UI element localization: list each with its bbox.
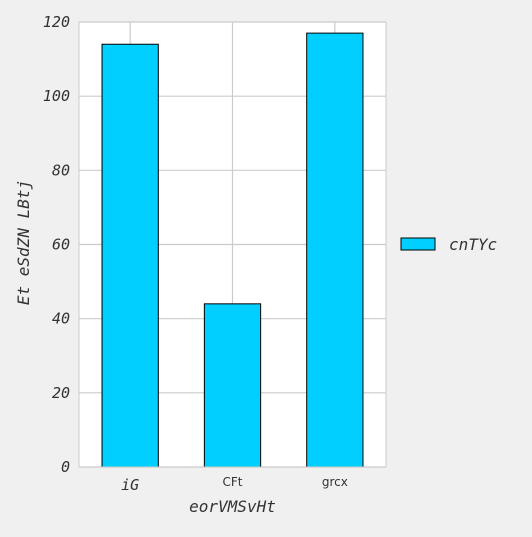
x-axis-ticks: iG CFt grcx xyxy=(121,475,348,494)
x-tick-label: grcx xyxy=(322,475,348,489)
bar-grcx xyxy=(306,32,364,468)
plot-frame xyxy=(78,21,387,468)
x-tick-label: iG xyxy=(121,476,139,494)
y-axis-label: Et eSdZN LBtj xyxy=(14,180,33,305)
y-tick-label: 20 xyxy=(52,384,70,402)
y-tick-label: 60 xyxy=(52,236,70,254)
legend-swatch xyxy=(400,237,436,251)
bars xyxy=(101,32,364,468)
y-tick-label: 80 xyxy=(52,161,70,179)
y-tick-label: 0 xyxy=(61,458,70,476)
x-tick-label: CFt xyxy=(223,475,243,489)
y-tick-label: 40 xyxy=(52,310,70,328)
y-axis-ticks: 0 20 40 60 80 100 120 xyxy=(43,13,70,476)
x-axis-label: eorVMSvHt xyxy=(189,497,276,516)
bar-CFt xyxy=(203,303,262,468)
bar-iG xyxy=(101,43,159,468)
legend: cnTYc xyxy=(400,235,497,254)
legend-label: cnTYc xyxy=(449,235,497,254)
y-tick-label: 120 xyxy=(43,13,70,31)
y-tick-label: 100 xyxy=(43,87,70,105)
